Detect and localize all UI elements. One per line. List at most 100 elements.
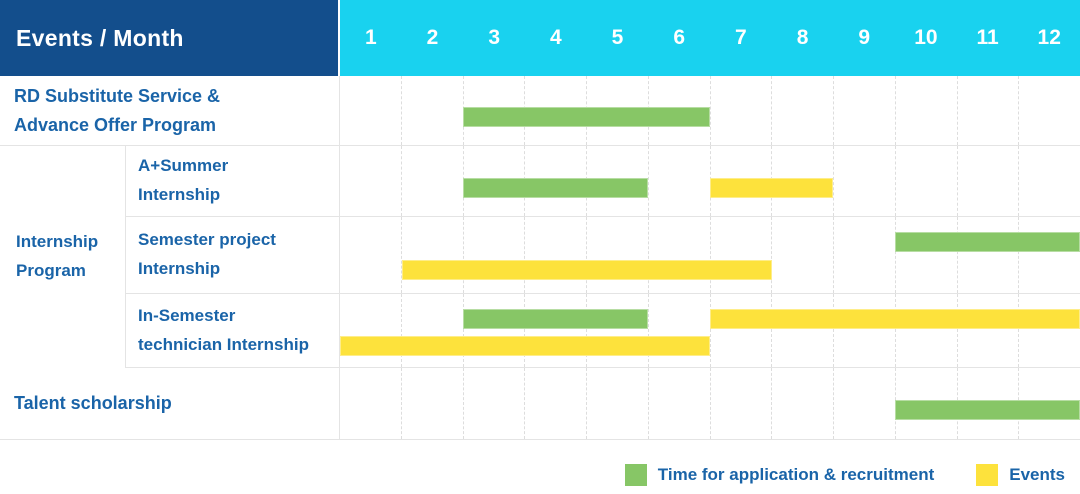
month-grid-cell	[771, 217, 833, 293]
month-grid-cell	[771, 76, 833, 145]
month-grid-cell	[833, 146, 895, 216]
gantt-bar-recruitment	[463, 107, 710, 128]
month-grid-cell	[462, 217, 525, 293]
month-grid-cell	[400, 146, 463, 216]
month-grid-cell	[524, 217, 586, 293]
legend-label: Time for application & recruitment	[657, 465, 935, 484]
month-grid-cell	[1018, 76, 1080, 145]
month-grid-cell	[956, 217, 1019, 293]
month-grid-cell	[709, 146, 772, 216]
month-grid-cell	[956, 76, 1019, 145]
month-label: 7	[735, 26, 747, 49]
legend-swatch-recruitment	[624, 464, 647, 486]
month-label: 1	[364, 26, 377, 49]
month-grid-cell	[956, 294, 1019, 367]
month-grid-cell	[524, 368, 586, 439]
month-grid-cell	[771, 368, 833, 439]
row-label: In-Semester technician Internship	[125, 294, 340, 367]
month-label: 10	[914, 26, 938, 49]
row-label: Talent scholarship	[0, 368, 340, 439]
month-grid-cell	[833, 368, 895, 439]
table-row: Semester project Internship	[125, 217, 1080, 294]
month-grid-cell	[647, 146, 710, 216]
month-grid	[340, 76, 1080, 145]
group-row: Internship Program A+Summer Internship Sem…	[0, 146, 1080, 368]
gantt-bar-event	[710, 177, 834, 198]
row-label: RD Substitute Service & Advance Offer Pr…	[0, 76, 340, 145]
month-grid-cell	[647, 368, 710, 439]
month-label: 12	[1037, 26, 1061, 49]
legend-item: Events	[976, 464, 1065, 486]
month-grid-cell	[709, 368, 772, 439]
gantt-bar-recruitment	[895, 232, 1080, 253]
month-grid-cell	[400, 368, 463, 439]
group-label: Internship Program	[16, 232, 99, 280]
table-body: RD Substitute Service & Advance Offer Pr…	[0, 76, 1080, 440]
month-grid-cell	[709, 294, 772, 367]
month-grid-cell	[647, 294, 710, 367]
month-grid-cell	[894, 146, 957, 216]
month-grid-cell	[400, 76, 463, 145]
month-grid	[340, 368, 1080, 439]
table-row: A+Summer Internship	[125, 146, 1080, 217]
month-grid-cell	[524, 294, 586, 367]
month-grid-cell	[894, 217, 957, 293]
header-corner-label: Events / Month	[16, 24, 184, 51]
month-grid-cell	[833, 294, 895, 367]
legend-label: Events	[1009, 465, 1065, 484]
month-grid-cell	[462, 76, 525, 145]
gantt-bar-event	[710, 308, 1080, 329]
gantt-bar-recruitment	[463, 177, 649, 198]
month-grid-cell	[340, 76, 401, 145]
row-label: A+Summer Internship	[125, 146, 340, 216]
month-grid-cell	[462, 294, 525, 367]
month-grid-cell	[340, 294, 401, 367]
gantt-bar-event	[401, 260, 772, 281]
gantt-bar-recruitment	[895, 399, 1080, 420]
month-grid-cell	[771, 294, 833, 367]
month-label: 5	[611, 26, 624, 49]
month-grid-cell	[340, 146, 401, 216]
gantt-bar-recruitment	[463, 308, 649, 329]
month-label: 6	[673, 26, 686, 49]
month-grid	[340, 146, 1080, 216]
month-grid-cell	[400, 217, 463, 293]
row-label: Semester project Internship	[125, 217, 340, 293]
month-grid-cell	[833, 76, 895, 145]
month-grid-cell	[647, 217, 710, 293]
month-grid-cell	[894, 76, 957, 145]
month-label: 8	[796, 26, 809, 49]
month-label: 11	[976, 26, 999, 49]
legend-swatch-event	[976, 464, 999, 486]
month-grid-cell	[340, 368, 401, 439]
month-grid-cell	[340, 217, 401, 293]
month-grid-cell	[586, 368, 648, 439]
legend-item: Time for application & recruitment	[624, 464, 935, 486]
month-grid-cell	[833, 217, 895, 293]
legend: Time for application & recruitment Events	[624, 464, 1065, 486]
month-label: 2	[426, 26, 439, 49]
table-row: RD Substitute Service & Advance Offer Pr…	[0, 76, 1080, 146]
month-grid-cell	[709, 217, 772, 293]
table-header-row: Events / Month 1 2 3 4 5 6 7 8 9 10 11 12	[0, 0, 1080, 76]
month-grid-cell	[894, 294, 957, 367]
month-header: 1 2 3 4 5 6 7 8 9 10 11 12	[340, 0, 1080, 76]
month-grid	[340, 217, 1080, 293]
month-grid-cell	[709, 76, 772, 145]
month-grid-cell	[586, 294, 648, 367]
month-grid-cell	[1018, 146, 1080, 216]
group-body: A+Summer Internship Semester project Inte…	[125, 146, 1080, 368]
gantt-bar-event	[340, 335, 710, 356]
month-grid-cell	[1018, 217, 1080, 293]
month-label: 4	[550, 26, 562, 49]
table-row: Talent scholarship	[0, 368, 1080, 440]
month-grid-cell	[400, 294, 463, 367]
month-grid-cell	[462, 368, 525, 439]
month-grid-cell	[462, 146, 525, 216]
month-grid-cell	[586, 217, 648, 293]
header-corner-cell: Events / Month	[0, 0, 340, 76]
table-row: In-Semester technician Internship	[125, 294, 1080, 368]
month-label: 3	[488, 26, 501, 49]
month-label: 9	[858, 26, 871, 49]
